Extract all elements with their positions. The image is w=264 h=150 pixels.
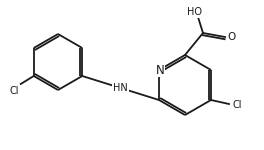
Text: HN: HN	[113, 83, 128, 93]
Text: Cl: Cl	[232, 100, 242, 110]
Text: Cl: Cl	[9, 86, 18, 96]
Text: N: N	[156, 63, 164, 76]
Text: O: O	[228, 32, 236, 42]
Text: HO: HO	[186, 7, 201, 17]
